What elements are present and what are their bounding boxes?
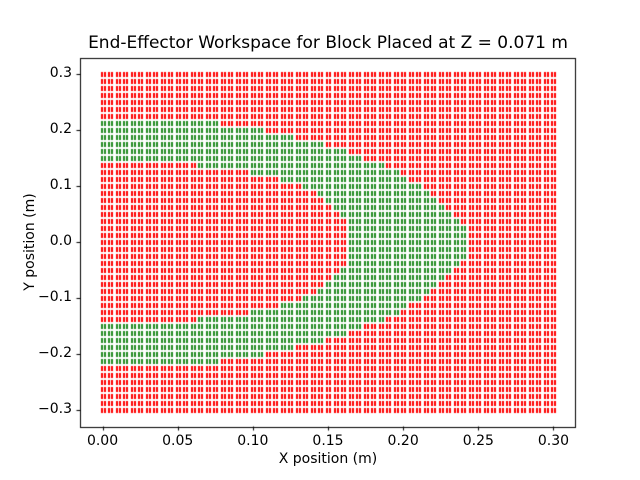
y-tick-label: 0.2: [49, 121, 72, 138]
x-tick-label: 0.05: [162, 433, 194, 450]
y-axis-label: Y position (m): [22, 193, 38, 291]
y-tick-label: −0.3: [38, 401, 72, 418]
x-tick-label: 0.15: [312, 433, 344, 450]
y-tick-label: 0.0: [49, 233, 72, 250]
y-tick-label: −0.1: [38, 289, 72, 306]
x-tick-label: 0.25: [462, 433, 494, 450]
x-tick-label: 0.30: [537, 433, 570, 450]
x-axis-label: X position (m): [278, 451, 378, 467]
y-tick-label: 0.1: [49, 177, 72, 194]
x-tick-label: 0.10: [237, 433, 269, 450]
y-tick-label: 0.3: [49, 65, 72, 82]
y-tick-label: −0.2: [38, 345, 72, 362]
chart-title: End-Effector Workspace for Block Placed …: [88, 33, 568, 53]
x-tick-label: 0.00: [86, 433, 119, 450]
x-tick-label: 0.20: [387, 433, 419, 450]
